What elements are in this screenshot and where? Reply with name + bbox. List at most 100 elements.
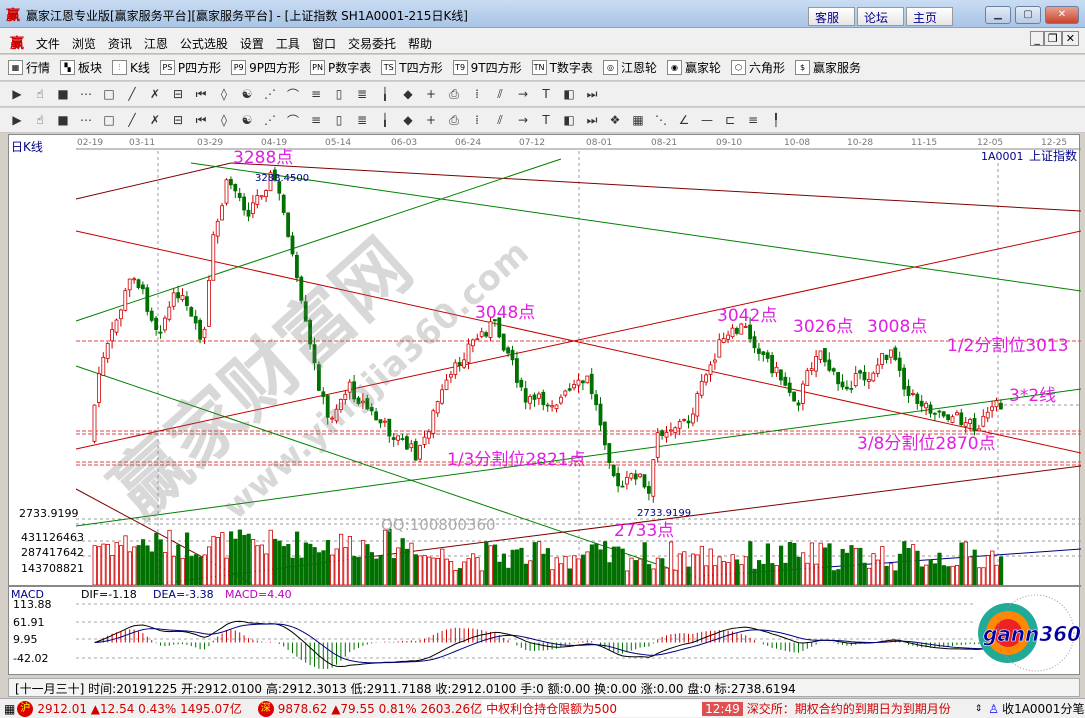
candle[interactable] [831,368,836,372]
candle[interactable] [114,319,119,333]
menu-item[interactable]: 文件 [35,37,60,51]
candle[interactable] [101,356,106,376]
candle[interactable] [277,181,282,194]
parallel-icon[interactable]: ⁞ [475,113,479,127]
candle[interactable] [382,420,387,423]
candle[interactable] [572,384,576,389]
candle[interactable] [501,333,506,351]
candle[interactable] [466,343,471,363]
candle[interactable] [321,391,326,398]
candle[interactable] [774,366,779,374]
print-icon[interactable]: ◧ [563,87,575,101]
candle[interactable] [946,414,950,420]
candle[interactable] [902,367,906,390]
candle[interactable] [233,184,238,192]
candle[interactable] [884,354,889,361]
candle[interactable] [686,420,691,424]
scroll-spinner[interactable]: ⇕ [974,703,983,714]
first-icon[interactable]: ✗ [149,87,161,101]
candle[interactable] [814,356,818,372]
square-icon[interactable]: ⋰ [264,113,276,127]
down-icon[interactable]: ⋰ [264,87,276,101]
candle[interactable] [796,402,801,406]
candle[interactable] [237,192,242,198]
trend-line[interactable] [75,230,1082,454]
mdi-controls[interactable]: _ ❐ ✕ [1030,31,1079,46]
candle[interactable] [92,404,97,442]
news-ticker[interactable]: 中权利仓持仓限额为500 [482,700,703,717]
candle[interactable] [264,190,269,198]
fib5-icon[interactable]: ≡ [747,113,759,127]
candle[interactable] [479,331,484,337]
candle[interactable] [713,359,717,363]
candle[interactable] [444,379,449,390]
candle[interactable] [246,209,251,217]
candle[interactable] [154,317,159,331]
candle[interactable] [515,358,519,383]
maximize-button[interactable]: ▢ [1015,6,1041,24]
toolbar-button[interactable]: PN P数字表 [310,59,371,76]
candle[interactable] [97,373,101,403]
candle[interactable] [651,459,656,497]
candle[interactable] [110,329,114,342]
candle[interactable] [660,430,664,436]
candle[interactable] [924,402,928,409]
home-button[interactable]: 主页 [906,7,953,26]
candle[interactable] [867,378,871,382]
grid-icon[interactable]: ⊟ [172,113,184,127]
candle[interactable] [391,437,396,440]
down3-icon[interactable]: ≣ [356,87,368,101]
quote-table-icon[interactable]: ▦ [4,701,16,716]
candle[interactable] [448,374,453,378]
candle[interactable] [193,316,198,324]
vline-icon[interactable]: ◆ [403,113,413,127]
pen-icon[interactable]: + [425,87,437,101]
percent-icon[interactable]: ◧ [563,113,575,127]
candle[interactable] [726,334,730,340]
candle[interactable] [519,379,524,388]
candle[interactable] [176,292,181,299]
mdi-restore-icon[interactable]: ❐ [1043,31,1062,46]
candle[interactable] [488,321,493,338]
lines2-icon[interactable]: ≣ [356,113,368,127]
candle[interactable] [220,205,225,221]
candle[interactable] [396,435,401,441]
sh-index-badge[interactable]: 沪 [17,700,34,717]
candle[interactable] [198,319,203,340]
close-button[interactable]: ✕ [1045,6,1079,24]
candle[interactable] [704,374,708,383]
candle[interactable] [167,306,172,320]
mdi-minimize-icon[interactable]: _ [1030,31,1044,46]
toolbar-button[interactable]: ⬡ 六角形 [730,59,785,76]
candle[interactable] [805,370,810,386]
trend-line[interactable] [75,162,232,200]
candle[interactable] [202,328,207,339]
candle[interactable] [528,396,532,404]
candle[interactable] [792,391,796,402]
bar-icon[interactable]: ⋯ [80,87,92,101]
toolbar-button[interactable]: ▦ 行情 [8,59,50,76]
toolbar-button[interactable]: ⫶ K线 [112,59,150,76]
candle[interactable] [739,323,744,335]
candle[interactable] [721,338,726,343]
candle[interactable] [853,373,858,387]
candle[interactable] [735,327,739,334]
fan3-icon[interactable]: ⋯ [80,113,92,127]
candle[interactable] [242,196,247,211]
candle[interactable] [145,287,150,312]
candle[interactable] [475,338,480,341]
candle[interactable] [911,393,915,395]
candle[interactable] [915,393,920,404]
candle[interactable] [607,443,612,463]
candle[interactable] [616,473,620,487]
cycle-icon[interactable]: ⁞ [475,87,479,101]
candle[interactable] [999,402,1003,410]
candle[interactable] [655,432,660,458]
candle[interactable] [981,415,986,427]
candle[interactable] [352,381,357,400]
candle[interactable] [316,364,321,391]
candle[interactable] [699,380,704,396]
candle[interactable] [589,373,594,395]
candle[interactable] [748,324,752,340]
candle[interactable] [875,364,880,374]
